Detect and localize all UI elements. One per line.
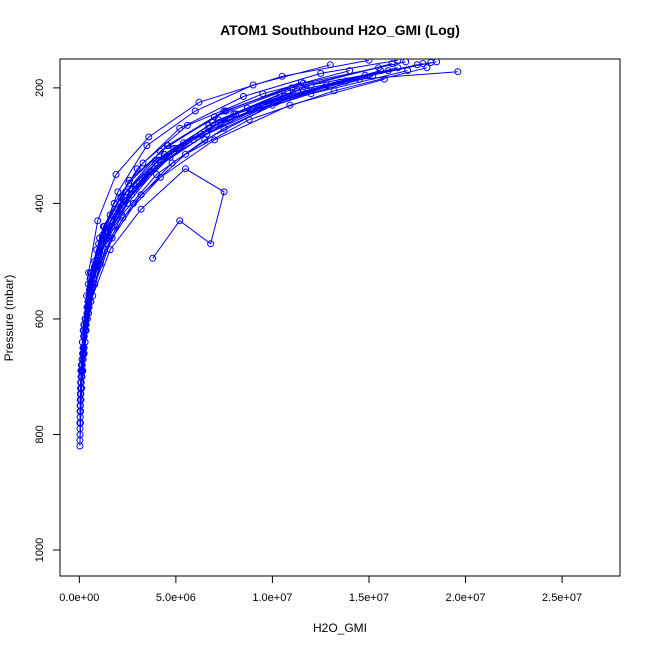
data-point [99,231,106,239]
data-point [141,173,149,181]
x-axis-label: H2O_GMI [313,621,367,635]
data-point [317,69,325,77]
data-point [245,116,253,124]
data-point [99,223,107,230]
data-point [191,107,199,115]
data-point [388,60,396,68]
data-point [143,142,151,150]
data-point [96,260,104,268]
series-line [80,70,408,389]
data-point [211,136,218,144]
data-point [108,234,116,242]
data-point [79,350,87,358]
data-point [265,98,273,106]
data-point [454,68,462,76]
data-point [278,72,286,80]
data-point [125,179,133,187]
y-tick-label: 800 [34,425,46,443]
y-axis: 200 400 600 800 1000 [34,79,61,562]
data-point [117,199,125,207]
data-point [299,79,307,87]
y-axis-label: Pressure (mbar) [2,275,16,362]
data-point [220,107,228,115]
data-point [139,159,147,167]
series-line [80,71,458,383]
data-point [87,269,94,277]
x-tick-label: 2.0e+07 [445,592,485,604]
data-point [156,173,164,181]
data-point [166,153,174,161]
data-point [427,59,435,66]
data-point [222,107,230,115]
x-tick-label: 1.0e+07 [252,592,292,604]
data-point [145,133,153,141]
data-point [76,402,84,410]
series-line [80,78,385,389]
data-point [176,217,184,225]
data-point [220,188,228,196]
x-tick-label: 0.0e+00 [59,592,99,604]
series-line [79,61,406,406]
data-point [239,93,247,100]
data-point [380,75,388,83]
data-point [182,165,189,173]
data-point [149,254,157,262]
series-line [79,67,428,400]
data-point [365,59,373,64]
data-point [394,64,402,72]
data-point [419,60,427,68]
data-point [214,116,222,124]
data-point [423,64,431,72]
data-point [297,78,305,86]
data-point [207,240,215,248]
y-tick-label: 200 [34,79,46,97]
data-point [197,130,205,138]
data-point [195,98,203,106]
data-point [249,81,257,89]
data-point [76,436,84,444]
x-axis: 0.0e+00 5.0e+06 1.0e+07 1.5e+07 2.0e+07 2.5e+… [59,575,582,604]
data-point [163,142,171,150]
data-point [80,321,88,329]
data-point [205,124,213,132]
y-tick-label: 1000 [34,538,46,562]
data-point [280,93,288,100]
data-point [114,188,122,196]
x-tick-label: 5.0e+06 [156,592,196,604]
data-point [330,87,338,95]
data-point [182,150,189,158]
data-point [402,59,410,66]
series-group [76,59,462,450]
data-point [286,101,294,109]
data-point [112,171,120,178]
series-line [80,168,225,377]
x-tick-label: 2.5e+07 [542,592,582,604]
data-point [183,121,191,129]
x-tick-label: 1.5e+07 [349,592,389,604]
data-point [119,214,127,222]
data-point [137,205,145,213]
chart-title: ATOM1 Southbound H2O_GMI (Log) [220,22,460,38]
data-point [114,205,122,213]
series-line [79,70,350,423]
data-point [94,217,102,225]
data-point [76,419,84,427]
y-tick-label: 400 [34,194,46,212]
data-point [77,367,85,375]
data-point [126,176,133,184]
plot-frame [59,58,621,577]
series-line [79,63,424,441]
data-point [152,159,160,167]
y-tick-label: 600 [34,310,46,328]
